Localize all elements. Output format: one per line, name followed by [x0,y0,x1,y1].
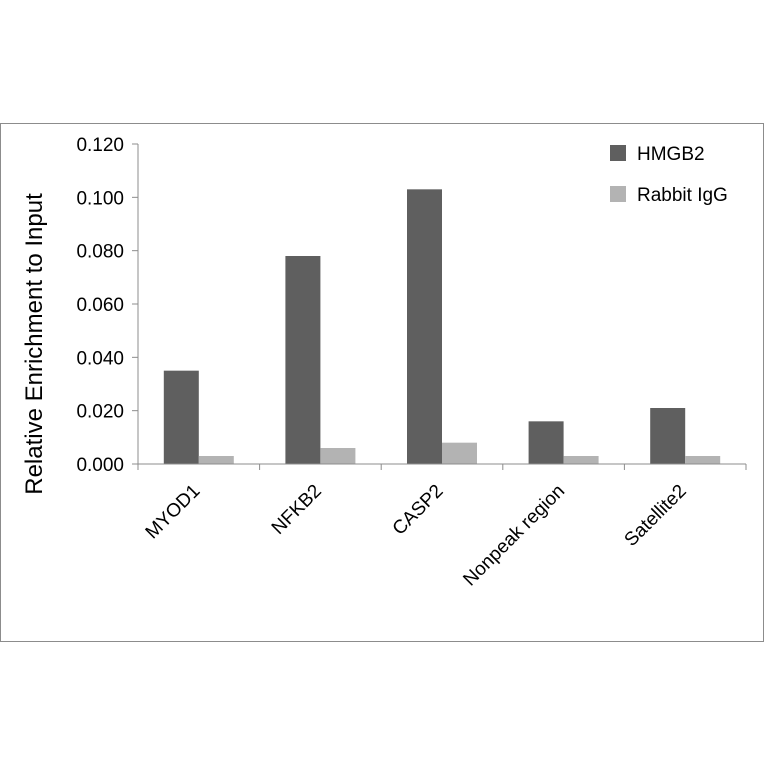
y-tick-label: 0.060 [76,295,124,316]
bar-rabbit-igg-casp2 [442,442,477,464]
y-tick-label: 0.020 [76,402,124,423]
y-tick-label: 0.080 [76,242,124,263]
bar-rabbit-igg-nfkb2 [320,448,356,464]
bar-hmgb2-myod1 [163,370,199,464]
y-tick-label: 0.120 [76,135,124,156]
legend: HMGB2 Rabbit IgG [610,144,728,206]
chart-frame [0,123,764,642]
bar-hmgb2-casp2 [407,189,442,465]
legend-swatch [610,186,626,202]
bar-rabbit-igg-nonpeak-region [563,456,599,464]
y-tick-label: 0.040 [76,348,124,369]
legend-swatch [610,145,626,161]
y-tick-label: 0.000 [76,455,124,476]
legend-label: Rabbit IgG [637,185,728,206]
x-category-label: NFKB2 [268,481,326,539]
bar-hmgb2-nonpeak-region [528,421,564,464]
y-axis-label: Relative Enrichment to Input [21,193,48,495]
x-category-label: Nonpeak region [459,481,569,591]
y-tick-label: 0.100 [76,188,124,209]
x-category-label: CASP2 [389,481,448,540]
legend-label: HMGB2 [637,144,705,165]
bar-rabbit-igg-satellite2 [685,456,721,464]
bar-hmgb2-nfkb2 [285,256,321,464]
x-category-label: Satellite2 [621,481,691,551]
bar-hmgb2-satellite2 [650,408,686,464]
bar-rabbit-igg-myod1 [198,456,234,464]
x-category-label: MYOD1 [142,481,205,544]
